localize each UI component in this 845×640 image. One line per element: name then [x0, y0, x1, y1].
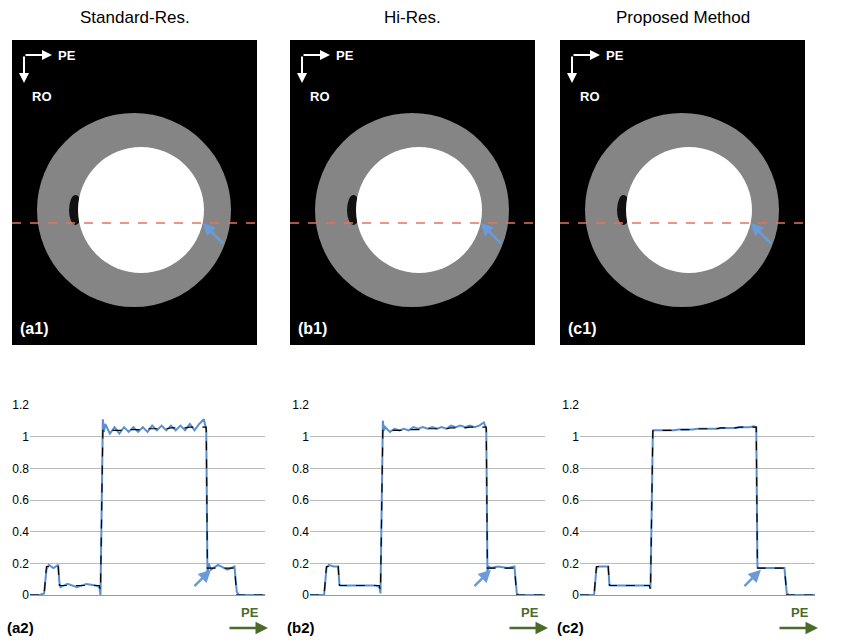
svg-text:1: 1 [302, 430, 309, 444]
svg-text:Hi-Res.: Hi-Res. [384, 8, 441, 27]
svg-text:PE: PE [336, 48, 354, 63]
svg-text:0.8: 0.8 [562, 462, 579, 476]
svg-text:0.6: 0.6 [562, 493, 579, 507]
svg-text:PE: PE [521, 605, 539, 620]
svg-text:(a2): (a2) [7, 619, 34, 636]
svg-text:Proposed Method: Proposed Method [616, 8, 750, 27]
svg-text:PE: PE [58, 48, 76, 63]
svg-text:0.6: 0.6 [12, 493, 29, 507]
svg-text:1.2: 1.2 [562, 398, 579, 412]
svg-text:1.2: 1.2 [12, 398, 29, 412]
svg-text:0.6: 0.6 [292, 493, 309, 507]
svg-text:(b1): (b1) [298, 320, 327, 337]
svg-text:1.2: 1.2 [292, 398, 309, 412]
svg-text:0: 0 [572, 588, 579, 602]
svg-text:0.2: 0.2 [292, 557, 309, 571]
svg-text:RO: RO [310, 89, 330, 104]
svg-text:PE: PE [791, 605, 809, 620]
svg-text:(b2): (b2) [287, 619, 315, 636]
svg-text:0.8: 0.8 [12, 462, 29, 476]
svg-text:0: 0 [302, 588, 309, 602]
svg-text:0.8: 0.8 [292, 462, 309, 476]
svg-text:0.4: 0.4 [12, 525, 29, 539]
svg-text:0.2: 0.2 [12, 557, 29, 571]
svg-text:0.2: 0.2 [562, 557, 579, 571]
svg-text:(c2): (c2) [557, 619, 584, 636]
svg-text:PE: PE [241, 605, 259, 620]
svg-text:1: 1 [572, 430, 579, 444]
svg-text:PE: PE [606, 48, 624, 63]
svg-text:(a1): (a1) [20, 320, 48, 337]
svg-text:0: 0 [22, 588, 29, 602]
svg-text:1: 1 [22, 430, 29, 444]
svg-text:RO: RO [580, 89, 600, 104]
svg-text:0.4: 0.4 [292, 525, 309, 539]
svg-text:(c1): (c1) [568, 320, 596, 337]
svg-text:Standard-Res.: Standard-Res. [80, 8, 190, 27]
svg-text:0.4: 0.4 [562, 525, 579, 539]
svg-text:RO: RO [32, 89, 52, 104]
